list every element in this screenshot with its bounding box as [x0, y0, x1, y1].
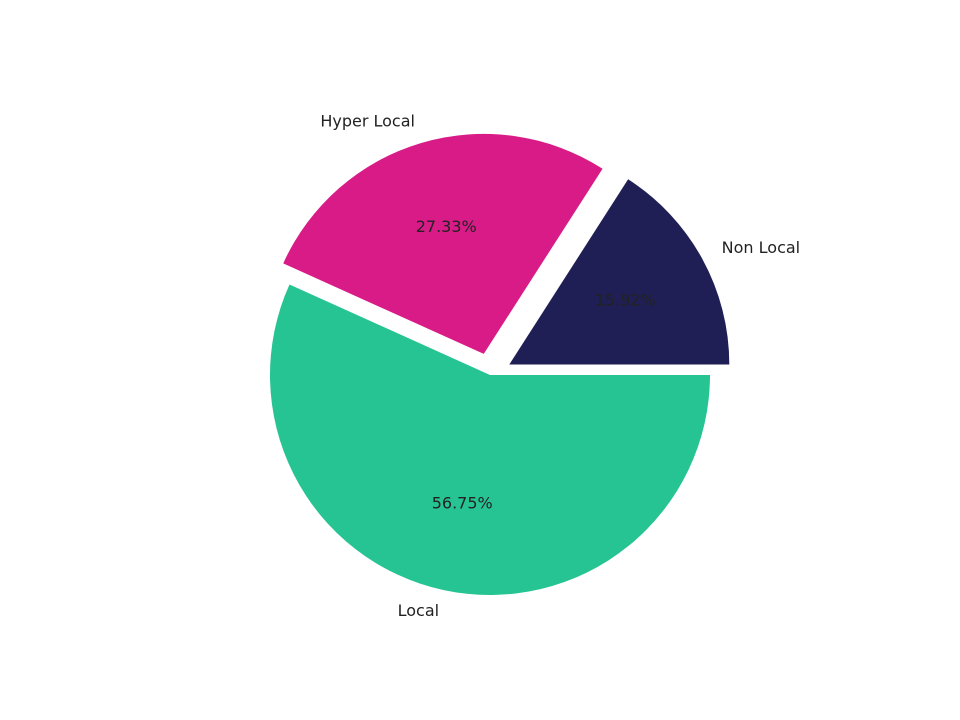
- pie-slice: [283, 133, 603, 354]
- slice-name-label: Local: [398, 601, 439, 620]
- slice-percent-label: 15.92%: [595, 291, 656, 310]
- slice-name-label: Hyper Local: [320, 111, 415, 130]
- pie-slice: [270, 284, 710, 595]
- pie-slice: [509, 179, 730, 365]
- slice-name-label: Non Local: [722, 238, 800, 257]
- slice-percent-label: 56.75%: [432, 494, 493, 513]
- slice-percent-label: 27.33%: [416, 217, 477, 236]
